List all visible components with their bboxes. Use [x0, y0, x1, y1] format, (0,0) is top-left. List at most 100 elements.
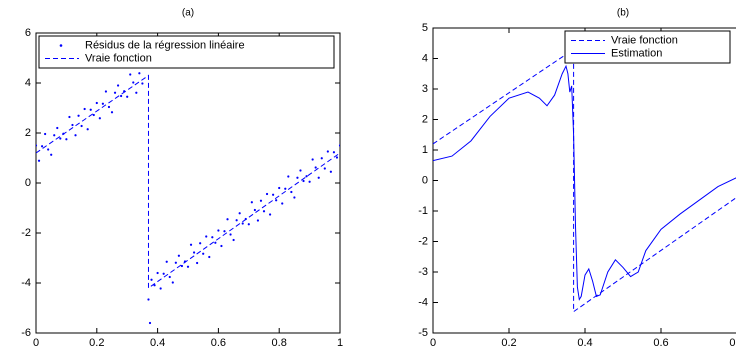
data-point [56, 126, 59, 130]
data-point [107, 105, 111, 109]
data-point [59, 137, 62, 140]
data-point [217, 229, 220, 232]
legend-box [38, 35, 335, 69]
data-point [284, 187, 287, 190]
data-point [110, 111, 114, 114]
data-point [129, 73, 132, 76]
axes-frame [432, 27, 736, 334]
data-point [44, 132, 47, 136]
data-point [68, 115, 71, 119]
data-point [36, 144, 38, 147]
data-point [77, 114, 80, 117]
data-point [162, 272, 165, 275]
data-point [262, 210, 266, 213]
y-tick-label: 2 [422, 113, 428, 125]
y-tick-label: 5 [422, 22, 428, 34]
data-point [299, 169, 302, 172]
data-point [148, 321, 152, 325]
data-point [196, 261, 199, 265]
data-point [37, 159, 41, 162]
x-tick-label: 0.4 [577, 337, 592, 349]
data-point [232, 238, 235, 242]
data-point [168, 275, 171, 279]
data-point [189, 243, 193, 246]
data-point [86, 128, 89, 131]
data-point [268, 213, 272, 216]
data-point [104, 90, 108, 93]
data-point [138, 72, 141, 75]
data-point [253, 208, 256, 212]
data-point [265, 192, 269, 196]
data-point [226, 218, 229, 221]
data-line [433, 48, 736, 313]
data-point [247, 223, 250, 226]
y-tick-label: -2 [21, 227, 31, 239]
legend-label: Vraie fonction [611, 34, 678, 46]
data-point [150, 278, 153, 281]
data-point [132, 81, 135, 84]
data-point [220, 244, 223, 248]
data-point [135, 91, 138, 94]
y-tick-label: 0 [422, 174, 428, 186]
data-point [156, 271, 159, 275]
data-point [323, 167, 326, 170]
y-tick-label: 4 [422, 52, 428, 64]
data-point [174, 261, 177, 264]
data-point [281, 202, 284, 205]
data-point [65, 138, 68, 141]
data-point [320, 157, 323, 160]
data-point [308, 180, 311, 183]
data-point [293, 196, 296, 199]
data-point [314, 166, 317, 169]
data-point [296, 176, 299, 179]
data-point [235, 219, 238, 222]
legend-label: Vraie fonction [85, 52, 152, 64]
y-tick-label: -3 [418, 266, 428, 278]
chart-title: (b) [617, 8, 629, 19]
data-point [95, 101, 98, 105]
data-point [208, 255, 211, 259]
data-point [223, 230, 226, 233]
data-point [116, 84, 120, 87]
data-point [101, 102, 104, 105]
data-point [141, 82, 144, 85]
plot-area [36, 65, 340, 325]
data-line [433, 64, 736, 301]
data-point [159, 287, 162, 290]
data-point [256, 219, 260, 222]
data-point [113, 91, 117, 94]
x-tick-label: 0.6 [653, 337, 668, 349]
x-tick-label: 1 [337, 337, 343, 349]
data-point [332, 151, 336, 154]
x-tick-label: 0.2 [501, 337, 516, 349]
data-point [186, 265, 190, 268]
data-point [326, 150, 329, 153]
legend-label: Résidus de la régression linéaire [85, 39, 245, 51]
data-point [98, 117, 101, 120]
data-point [338, 144, 340, 147]
y-tick-label: -6 [21, 327, 31, 339]
plot-area [433, 48, 736, 313]
data-point [126, 95, 129, 98]
data-point [92, 113, 95, 117]
data-point [238, 212, 241, 215]
data-point [74, 134, 77, 137]
data-point [53, 134, 56, 137]
legend-marker [59, 44, 63, 47]
legend-box [564, 30, 731, 64]
data-point [80, 124, 83, 128]
x-tick-label: 0.6 [211, 337, 226, 349]
data-point [241, 222, 244, 225]
x-tick-label: 0.2 [89, 337, 104, 349]
data-point [83, 107, 86, 111]
y-tick-label: 6 [25, 27, 31, 39]
y-tick-label: 0 [25, 177, 31, 189]
data-point [192, 251, 196, 254]
data-point [50, 153, 53, 156]
y-tick-label: 2 [25, 127, 31, 139]
data-point [147, 298, 150, 301]
data-point [329, 170, 332, 173]
data-point [272, 193, 275, 196]
data-point [317, 176, 320, 179]
data-point [205, 235, 208, 238]
